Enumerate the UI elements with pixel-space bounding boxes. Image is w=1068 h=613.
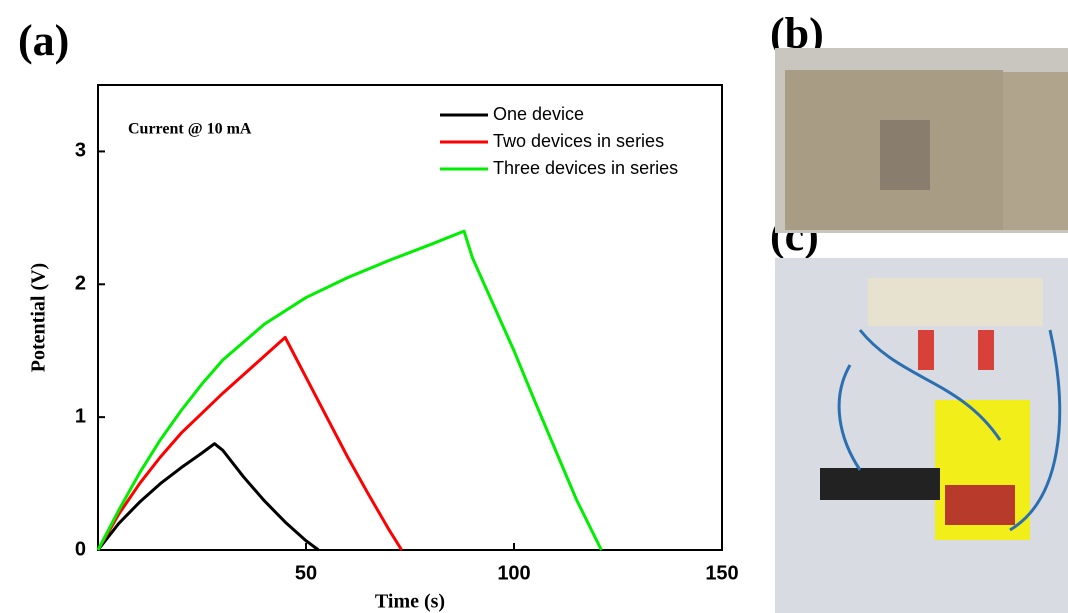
data-line [96,229,603,551]
y-tick-label: 2 [75,273,86,295]
y-tick-label: 1 [75,405,86,427]
data-line [96,335,403,551]
x-axis-label: Time (s) [375,591,445,613]
x-tick-label: 100 [497,562,530,584]
panel-label: (a) [18,16,69,65]
legend-label: Two devices in series [493,131,664,151]
legend-label: Three devices in series [493,158,678,178]
data-line [96,442,320,552]
y-tick-label: 0 [75,538,86,560]
plot-frame [97,84,723,551]
x-tick-label: 150 [705,562,738,584]
photo-c [775,258,1068,613]
legend-label: One device [493,104,584,124]
photo-b [775,48,1068,233]
annotation: Current @ 10 mA [128,121,252,138]
y-tick-label: 3 [75,140,86,162]
x-tick-label: 50 [295,562,317,584]
y-axis-label: Potential (V) [28,263,50,372]
